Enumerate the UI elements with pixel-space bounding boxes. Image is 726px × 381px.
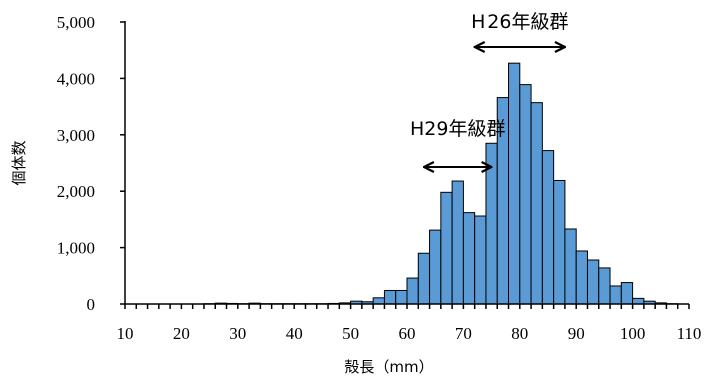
histogram-bar xyxy=(586,259,600,305)
y-axis-title: 個体数 xyxy=(10,140,28,185)
y-tick-label: 3,000 xyxy=(57,126,95,145)
histogram-bar xyxy=(429,229,442,305)
x-tick-label: 20 xyxy=(173,324,190,343)
histogram-bar xyxy=(440,191,453,305)
x-tick-label: 70 xyxy=(455,324,472,343)
histogram-bar xyxy=(553,179,566,305)
histogram-bar xyxy=(462,212,476,305)
histogram-bar xyxy=(451,180,464,305)
annotation-label: H29年級群 xyxy=(410,118,505,140)
x-tick-label: 110 xyxy=(677,324,702,343)
histogram-bar xyxy=(632,297,645,305)
x-tick-label: 10 xyxy=(117,324,134,343)
y-tick-label: 5,000 xyxy=(57,13,95,32)
histogram-bar xyxy=(598,267,611,305)
axes xyxy=(124,21,689,305)
tick-labels: 10 20 30 40 50 60 70 80 90 100 110 0 1,000 2,000 3,000… xyxy=(57,13,702,343)
histogram-bar xyxy=(474,215,487,305)
annotations: H 26年級群 H29年級群 xyxy=(410,11,568,167)
x-tick-label: 30 xyxy=(229,324,246,343)
y-tick-label: 4,000 xyxy=(57,69,95,88)
histogram-bar xyxy=(564,228,577,305)
y-tick-label: 2,000 xyxy=(57,182,95,201)
y-tick-label: 0 xyxy=(87,295,96,314)
y-tick-label: 1,000 xyxy=(57,239,95,258)
x-tick-label: 50 xyxy=(342,324,359,343)
x-tick-label: 60 xyxy=(399,324,416,343)
annotation-label: H 26年級群 xyxy=(471,11,568,33)
axis-ticks xyxy=(120,21,690,309)
x-tick-label: 90 xyxy=(568,324,585,343)
x-tick-label: 40 xyxy=(286,324,303,343)
histogram-bar xyxy=(508,62,521,305)
histogram-bar xyxy=(417,252,431,305)
histogram-bar xyxy=(519,84,532,305)
histogram-bar xyxy=(530,102,543,305)
histogram-bar xyxy=(575,250,588,305)
histogram-bar xyxy=(541,150,555,305)
histogram-bar xyxy=(609,285,622,305)
x-tick-label: 100 xyxy=(620,324,646,343)
histogram-bar xyxy=(372,297,385,305)
x-tick-label: 80 xyxy=(511,324,528,343)
histogram-bar xyxy=(620,282,634,305)
x-axis-title: 殻長（mm） xyxy=(344,358,433,376)
histogram-bars xyxy=(203,62,679,305)
histogram-bar xyxy=(406,277,419,305)
histogram-bar xyxy=(395,289,408,305)
histogram-bar xyxy=(383,289,397,305)
